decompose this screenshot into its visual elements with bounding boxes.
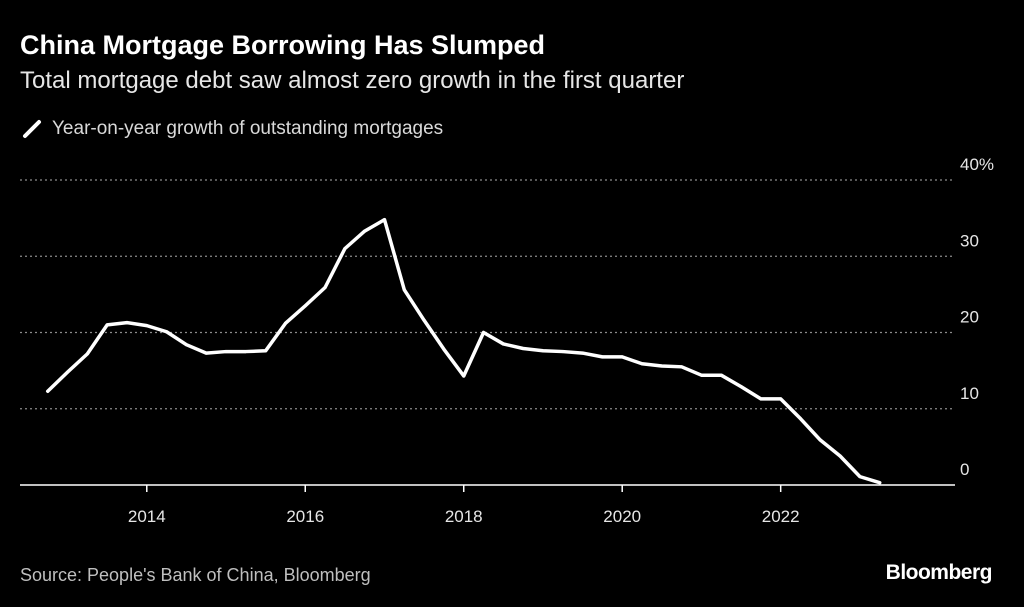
data-point xyxy=(283,321,287,325)
y-tick-label: 30 xyxy=(960,231,979,250)
y-tick-label: 20 xyxy=(960,308,979,327)
y-axis-ticks: 0 10 20 30 40% xyxy=(960,155,994,479)
data-point xyxy=(66,370,70,374)
data-point xyxy=(719,373,723,377)
data-point xyxy=(85,352,89,356)
data-point xyxy=(640,362,644,366)
data-point xyxy=(442,347,446,351)
data-point xyxy=(46,389,50,393)
data-point xyxy=(343,247,347,251)
data-point xyxy=(145,324,149,328)
data-point xyxy=(422,318,426,322)
data-point xyxy=(184,343,188,347)
data-point xyxy=(878,481,882,485)
data-point xyxy=(600,355,604,359)
data-point xyxy=(699,373,703,377)
data-point xyxy=(382,218,386,222)
data-point xyxy=(779,397,783,401)
x-axis: 2014 2016 2018 2020 2022 xyxy=(20,484,955,526)
data-point xyxy=(798,417,802,421)
data-point xyxy=(204,351,208,355)
data-point xyxy=(323,286,327,290)
x-tick-label: 2018 xyxy=(445,507,483,526)
data-point xyxy=(501,342,505,346)
y-tick-label: 10 xyxy=(960,384,979,403)
series-layer xyxy=(45,217,882,485)
data-point xyxy=(561,350,565,354)
chart-subtitle: Total mortgage debt saw almost zero grow… xyxy=(20,67,685,94)
data-point xyxy=(244,350,248,354)
legend-label: Year-on-year growth of outstanding mortg… xyxy=(52,118,444,139)
data-point xyxy=(521,347,525,351)
data-point xyxy=(402,288,406,292)
data-point xyxy=(739,385,743,389)
data-point xyxy=(838,454,842,458)
legend: Year-on-year growth of outstanding mortg… xyxy=(22,118,443,140)
data-point xyxy=(125,321,129,325)
y-tick-label: 0 xyxy=(960,460,969,479)
source-note: Source: People's Bank of China, Bloomber… xyxy=(20,565,371,585)
data-point xyxy=(620,355,624,359)
x-tick-label: 2016 xyxy=(286,507,324,526)
data-point xyxy=(680,365,684,369)
data-point xyxy=(165,330,169,334)
data-point xyxy=(224,350,228,354)
data-point xyxy=(363,229,367,233)
chart-title: China Mortgage Borrowing Has Slumped xyxy=(20,30,546,60)
data-point xyxy=(482,331,486,334)
series-line xyxy=(45,217,882,485)
data-point xyxy=(105,323,109,327)
legend-line-icon xyxy=(23,120,41,138)
x-tick-label: 2020 xyxy=(603,507,641,526)
data-point xyxy=(660,364,664,368)
data-point xyxy=(581,351,585,355)
x-tick-label: 2014 xyxy=(128,507,166,526)
data-point xyxy=(303,304,307,308)
y-tick-label: 40% xyxy=(960,155,994,174)
gridlines xyxy=(20,179,955,410)
data-point xyxy=(541,349,545,353)
bloomberg-logo: Bloomberg xyxy=(885,561,993,584)
data-point xyxy=(818,438,822,442)
data-point xyxy=(858,475,862,479)
data-point xyxy=(264,349,268,353)
data-point xyxy=(462,374,466,378)
x-tick-label: 2022 xyxy=(762,507,800,526)
data-point xyxy=(759,397,763,401)
